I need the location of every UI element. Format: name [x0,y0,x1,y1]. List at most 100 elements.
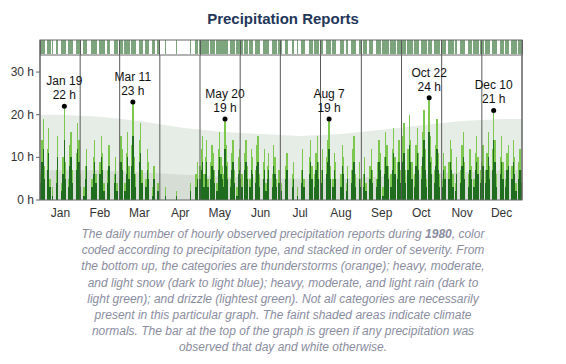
presence-cell [327,40,328,54]
presence-cell [128,40,129,54]
presence-cell [401,40,402,54]
presence-cell [141,40,142,54]
presence-cell [378,40,379,54]
bar [405,183,406,200]
presence-cell [68,40,69,54]
bar [393,153,394,200]
bar [421,179,422,200]
bar [132,136,133,200]
presence-cell [135,40,136,54]
presence-cell [122,40,123,54]
month-gridline [361,40,362,55]
bar [365,183,366,192]
bar [407,149,408,170]
presence-cell [294,40,295,54]
bar [473,179,474,188]
bar [417,153,418,200]
bar [195,174,196,187]
bar [415,145,416,166]
bar [322,170,323,200]
presence-cell [322,40,323,54]
presence-cell [115,40,116,54]
bar [72,183,73,200]
presence-cell [232,40,233,54]
bar [328,119,329,149]
presence-cell [508,40,509,54]
annotation-dot [62,104,67,109]
bar [342,145,343,166]
presence-cell [373,40,374,54]
bar [448,179,449,200]
presence-cell [45,40,46,54]
bar [364,174,365,200]
bar [431,174,432,200]
presence-cell [303,40,304,54]
bar [303,187,304,200]
bar [259,187,260,200]
plot-area [40,98,522,200]
bar [377,162,378,179]
bar [278,183,279,200]
bar [369,166,370,179]
bar [297,196,298,200]
presence-cell [160,40,161,54]
bar [403,123,404,153]
presence-cell [352,40,353,54]
presence-cell [41,40,42,54]
bar [201,149,202,170]
bar [70,157,71,200]
bar [393,128,394,154]
presence-cell [344,40,345,54]
bar [227,179,228,200]
bar [252,174,253,200]
bar [77,149,78,200]
bar [219,157,220,200]
bar [388,166,389,179]
presence-cell [207,40,208,54]
bar [334,170,335,200]
bar [216,191,217,200]
presence-cell [213,40,214,54]
bar [394,157,395,174]
month-gridline [320,40,321,55]
bar [95,174,96,183]
presence-cell [134,40,135,54]
presence-cell [260,40,261,54]
presence-cell [410,40,411,54]
presence-cell [236,40,237,54]
presence-cell [356,40,357,54]
bar [435,145,436,166]
presence-cell [418,40,419,54]
presence-cell [301,40,302,54]
bar [263,162,264,179]
annotation-value: 19 h [213,101,236,115]
bar [127,157,128,200]
bar [492,170,493,200]
bar [286,153,287,170]
presence-cell [256,40,257,54]
bar [372,183,373,200]
presence-cell [422,40,423,54]
presence-cell [321,40,322,54]
bar [380,170,381,200]
bar [127,132,128,158]
bar [99,162,100,175]
bar [493,140,494,200]
bar [332,187,333,200]
presence-cell [285,40,286,54]
presence-cell [288,40,289,54]
bar [502,179,503,200]
bar [514,174,515,200]
bar [114,174,115,183]
bar [272,187,273,200]
bar [409,145,410,200]
bar [76,170,77,200]
presence-cell [111,40,112,54]
bar [153,166,154,179]
presence-cell [182,40,183,54]
bar [201,170,202,200]
bar [502,162,503,179]
bar [328,149,329,200]
presence-cell [244,40,245,54]
presence-cell [493,40,494,54]
